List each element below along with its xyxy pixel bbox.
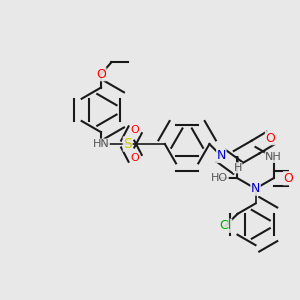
Text: N: N bbox=[251, 182, 260, 195]
Text: HO: HO bbox=[211, 173, 228, 183]
Text: Cl: Cl bbox=[220, 219, 232, 232]
Text: N: N bbox=[217, 149, 226, 162]
Text: O: O bbox=[96, 68, 106, 81]
Text: O: O bbox=[266, 132, 275, 145]
Text: O: O bbox=[131, 125, 140, 135]
Text: NH: NH bbox=[265, 152, 282, 162]
Text: H: H bbox=[233, 163, 242, 173]
Text: O: O bbox=[284, 172, 293, 185]
Text: S: S bbox=[123, 137, 132, 151]
Text: O: O bbox=[131, 153, 140, 163]
Text: HN: HN bbox=[93, 139, 109, 149]
